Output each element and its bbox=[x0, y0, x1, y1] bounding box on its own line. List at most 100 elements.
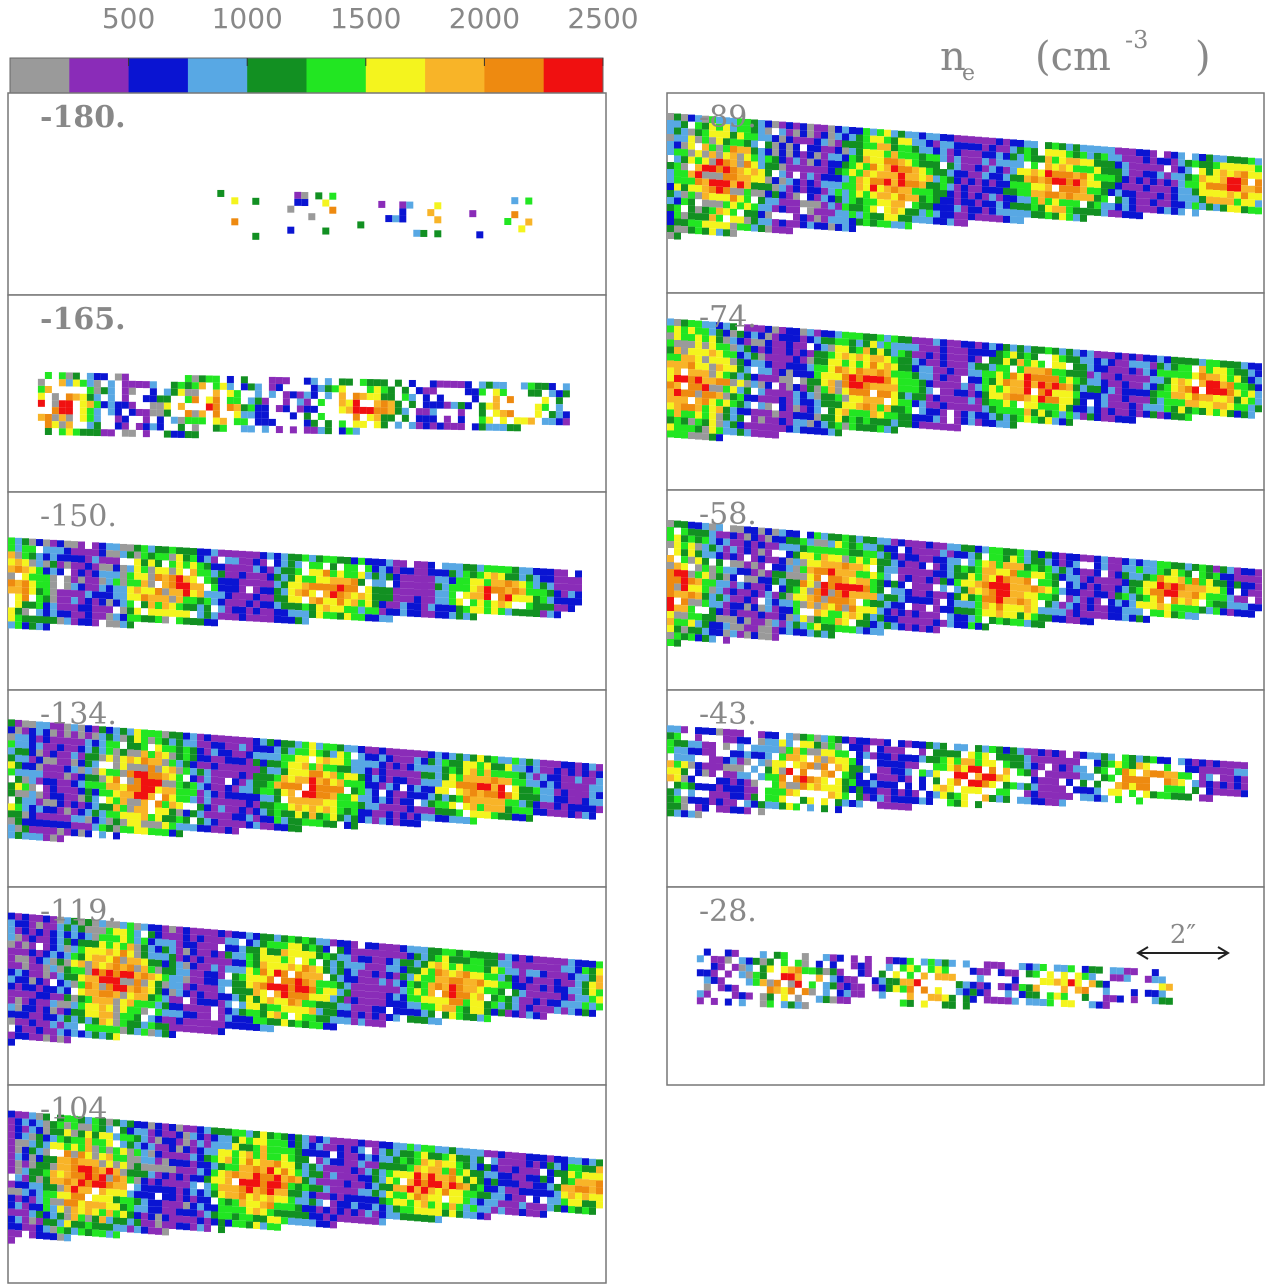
density-cell bbox=[309, 944, 316, 952]
density-cell bbox=[155, 559, 162, 567]
density-cell bbox=[43, 560, 50, 568]
density-cell bbox=[85, 753, 92, 761]
density-cell bbox=[44, 413, 52, 421]
density-cell bbox=[281, 803, 288, 811]
density-cell bbox=[891, 200, 898, 208]
density-cell bbox=[463, 985, 470, 993]
density-cell bbox=[323, 576, 330, 584]
density-cell bbox=[281, 616, 288, 624]
density-cell bbox=[730, 229, 737, 237]
density-cell bbox=[316, 1150, 323, 1158]
density-cell bbox=[253, 600, 260, 608]
density-cell bbox=[50, 1226, 57, 1234]
density-cell bbox=[498, 784, 505, 792]
density-cell bbox=[99, 563, 106, 571]
density-cell bbox=[43, 806, 50, 814]
density-cell bbox=[64, 1029, 71, 1037]
density-cell bbox=[51, 393, 59, 401]
density-cell bbox=[849, 162, 856, 170]
density-cell bbox=[954, 184, 961, 192]
density-cell bbox=[309, 972, 316, 980]
density-cell bbox=[99, 747, 106, 755]
density-cell bbox=[540, 991, 547, 999]
density-cell bbox=[99, 1011, 106, 1019]
density-cell bbox=[148, 1001, 155, 1009]
density-cell bbox=[29, 790, 36, 798]
density-cell bbox=[43, 1034, 50, 1042]
density-cell bbox=[120, 550, 127, 558]
density-cell bbox=[260, 1024, 267, 1032]
density-cell bbox=[232, 1015, 239, 1023]
density-cell bbox=[64, 959, 71, 967]
density-cell bbox=[253, 593, 260, 601]
density-cell bbox=[71, 801, 78, 809]
density-cell bbox=[29, 991, 36, 999]
density-cell bbox=[218, 819, 225, 827]
density-cell bbox=[547, 1197, 554, 1205]
density-cell bbox=[253, 946, 260, 954]
density-cell bbox=[22, 804, 29, 812]
density-cell bbox=[36, 728, 43, 736]
density-cell bbox=[309, 798, 316, 806]
density-cell bbox=[568, 775, 575, 783]
density-cell bbox=[295, 1155, 302, 1163]
density-cell bbox=[504, 218, 512, 226]
density-cell bbox=[71, 959, 78, 967]
density-cell bbox=[386, 615, 393, 623]
density-cell bbox=[392, 215, 400, 223]
density-cell bbox=[568, 994, 575, 1002]
density-cell bbox=[37, 385, 45, 393]
density-cell bbox=[225, 993, 232, 1001]
density-cell bbox=[681, 191, 688, 199]
density-cell bbox=[64, 730, 71, 738]
density-cell bbox=[43, 623, 50, 631]
density-cell bbox=[254, 404, 262, 412]
density-cell bbox=[43, 1169, 50, 1177]
density-cell bbox=[57, 1212, 64, 1220]
density-cell bbox=[695, 178, 702, 186]
density-cell bbox=[295, 999, 302, 1007]
density-cell bbox=[723, 173, 730, 181]
density-cell bbox=[114, 415, 122, 423]
density-cell bbox=[267, 739, 274, 747]
density-cell bbox=[239, 743, 246, 751]
density-cell bbox=[912, 152, 919, 160]
density-cell bbox=[148, 1143, 155, 1151]
density-cell bbox=[85, 590, 92, 598]
density-cell bbox=[169, 609, 176, 617]
density-cell bbox=[351, 822, 358, 830]
density-cell bbox=[407, 987, 414, 995]
density-cell bbox=[211, 741, 218, 749]
density-cell bbox=[106, 796, 113, 804]
density-cell bbox=[232, 771, 239, 779]
density-cell bbox=[134, 572, 141, 580]
density-cell bbox=[15, 600, 22, 608]
density-cell bbox=[274, 1139, 281, 1147]
density-cell bbox=[331, 385, 339, 393]
density-cell bbox=[274, 1209, 281, 1217]
density-cell bbox=[127, 621, 134, 629]
density-cell bbox=[596, 982, 603, 990]
density-cell bbox=[43, 978, 50, 986]
density-cell bbox=[674, 155, 681, 163]
density-cell bbox=[435, 765, 442, 773]
density-cell bbox=[421, 561, 428, 569]
density-cell bbox=[379, 1190, 386, 1198]
density-cell bbox=[695, 220, 702, 228]
density-cell bbox=[155, 737, 162, 745]
density-cell bbox=[50, 539, 57, 547]
density-cell bbox=[57, 793, 64, 801]
density-cell bbox=[386, 776, 393, 784]
density-cell bbox=[50, 1198, 57, 1206]
density-cell bbox=[470, 803, 477, 811]
density-cell bbox=[162, 1130, 169, 1138]
density-cell bbox=[169, 1200, 176, 1208]
density-cell bbox=[842, 133, 849, 141]
density-cell bbox=[176, 989, 183, 997]
density-cell bbox=[582, 988, 589, 996]
density-cell bbox=[162, 609, 169, 617]
density-cell bbox=[352, 392, 360, 400]
density-cell bbox=[190, 1216, 197, 1224]
density-cell bbox=[261, 397, 269, 405]
density-cell bbox=[435, 611, 442, 619]
